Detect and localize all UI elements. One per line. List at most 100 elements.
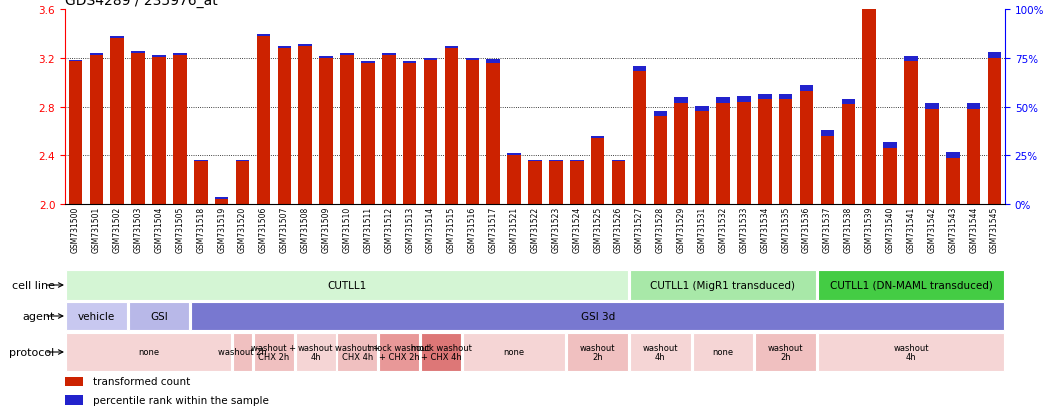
Bar — [361, 62, 375, 64]
Bar — [567, 333, 628, 371]
Bar — [403, 62, 417, 64]
Text: washout
4h: washout 4h — [893, 343, 929, 361]
Bar — [632, 72, 646, 204]
Bar — [758, 100, 772, 204]
Bar — [966, 110, 980, 204]
Bar — [257, 35, 270, 37]
Text: washout
4h: washout 4h — [298, 343, 333, 361]
Bar — [445, 47, 459, 49]
Bar — [66, 271, 628, 300]
Bar — [818, 271, 1004, 300]
Bar — [528, 160, 541, 162]
Bar — [570, 162, 583, 204]
Bar — [905, 57, 918, 62]
Bar — [340, 55, 354, 56]
Bar — [69, 62, 83, 204]
Bar — [758, 95, 772, 100]
Bar — [298, 46, 312, 204]
Bar — [630, 333, 691, 371]
Text: mock washout
+ CHX 4h: mock washout + CHX 4h — [410, 343, 471, 361]
Bar — [926, 110, 939, 204]
Bar — [131, 52, 144, 54]
Bar — [379, 333, 419, 371]
Bar — [319, 59, 333, 204]
Bar — [884, 149, 897, 204]
Text: washout
2h: washout 2h — [580, 343, 616, 361]
Bar — [716, 104, 730, 204]
Bar — [987, 53, 1001, 59]
Text: transformed count: transformed count — [93, 377, 191, 387]
Bar — [463, 333, 565, 371]
Bar — [424, 59, 438, 61]
Text: protocol: protocol — [9, 347, 54, 357]
Bar — [424, 61, 438, 204]
Bar — [65, 377, 83, 386]
Bar — [110, 39, 124, 204]
Text: CUTLL1 (MigR1 transduced): CUTLL1 (MigR1 transduced) — [650, 280, 796, 290]
Bar — [842, 105, 855, 204]
Bar — [549, 160, 562, 162]
Bar — [818, 333, 1004, 371]
Bar — [192, 302, 1004, 330]
Bar — [611, 162, 625, 204]
Bar — [863, 5, 876, 10]
Bar — [800, 86, 814, 91]
Text: washout
2h: washout 2h — [767, 343, 803, 361]
Bar — [298, 45, 312, 46]
Bar — [382, 55, 396, 56]
Text: vehicle: vehicle — [77, 311, 115, 321]
Text: CUTLL1: CUTLL1 — [328, 280, 366, 290]
Bar — [674, 104, 688, 204]
Bar — [361, 64, 375, 204]
Bar — [65, 395, 83, 404]
Bar — [382, 56, 396, 204]
Bar — [466, 61, 480, 204]
Bar — [194, 160, 207, 162]
Bar — [591, 139, 604, 204]
Text: GSI 3d: GSI 3d — [580, 311, 615, 321]
Bar — [695, 107, 709, 112]
Bar — [946, 153, 959, 158]
Bar — [129, 302, 190, 330]
Bar — [508, 154, 521, 156]
Bar — [277, 47, 291, 49]
Text: mock washout
+ CHX 2h: mock washout + CHX 2h — [369, 343, 429, 361]
Text: agent: agent — [22, 311, 54, 321]
Bar — [528, 162, 541, 204]
Bar — [966, 104, 980, 110]
Bar — [737, 97, 751, 102]
Bar — [90, 55, 103, 56]
Bar — [236, 162, 249, 204]
Bar — [66, 302, 127, 330]
Bar — [253, 333, 294, 371]
Bar — [821, 131, 834, 136]
Bar — [630, 271, 817, 300]
Bar — [194, 162, 207, 204]
Bar — [737, 102, 751, 204]
Bar — [337, 333, 378, 371]
Bar — [611, 160, 625, 162]
Bar — [779, 100, 793, 204]
Bar — [926, 104, 939, 110]
Bar — [421, 333, 461, 371]
Bar — [232, 333, 252, 371]
Bar — [173, 55, 186, 56]
Bar — [487, 64, 500, 204]
Bar — [779, 95, 793, 100]
Text: none: none — [504, 348, 525, 357]
Text: GDS4289 / 235976_at: GDS4289 / 235976_at — [65, 0, 218, 8]
Bar — [445, 49, 459, 204]
Text: none: none — [712, 348, 734, 357]
Text: none: none — [138, 348, 159, 357]
Bar — [215, 199, 228, 204]
Bar — [946, 158, 959, 204]
Text: washout
4h: washout 4h — [643, 343, 678, 361]
Bar — [257, 37, 270, 204]
Bar — [653, 117, 667, 204]
Bar — [905, 62, 918, 204]
Bar — [549, 162, 562, 204]
Text: percentile rank within the sample: percentile rank within the sample — [93, 395, 269, 405]
Bar — [987, 59, 1001, 204]
Bar — [695, 112, 709, 204]
Bar — [632, 66, 646, 72]
